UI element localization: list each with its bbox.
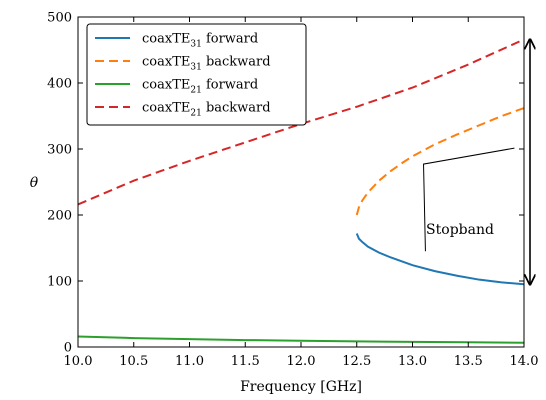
x-tick-label: 13.0 <box>398 354 427 369</box>
legend-label-suffix: forward <box>202 32 258 47</box>
y-axis-label: θ <box>30 175 39 191</box>
legend-label-main: coaxTE <box>142 78 190 93</box>
y-tick-label: 500 <box>47 11 72 26</box>
legend-label-suffix: forward <box>202 78 258 93</box>
x-tick-label: 11.5 <box>231 354 260 369</box>
legend-label-sub: 21 <box>190 86 201 96</box>
plot-area <box>77 38 525 344</box>
x-tick-label: 13.5 <box>454 354 483 369</box>
y-tick-label: 200 <box>47 209 72 224</box>
legend-label-1: coaxTE31 backward <box>142 55 271 73</box>
y-tick-label: 300 <box>47 143 72 158</box>
y-tick-label: 0 <box>64 341 72 356</box>
x-axis-label: Frequency [GHz] <box>240 379 362 395</box>
x-tick-label: 12.0 <box>287 354 316 369</box>
legend-box <box>86 23 307 126</box>
series-line-2 <box>77 335 525 344</box>
legend-label-sub: 31 <box>190 63 201 73</box>
legend-label-sub: 21 <box>190 109 201 119</box>
stopband-annotation: Stopband <box>423 39 530 284</box>
series-line-3 <box>77 38 525 206</box>
legend-label-main: coaxTE <box>142 32 190 47</box>
legend-label-sub: 31 <box>190 40 201 50</box>
y-tick-label: 100 <box>47 275 72 290</box>
series-line-0 <box>355 233 525 286</box>
x-tick-label: 12.5 <box>342 354 371 369</box>
y-tick-label: 400 <box>47 77 72 92</box>
x-tick-label: 14.0 <box>510 354 539 369</box>
legend-label-3: coaxTE21 backward <box>142 101 271 119</box>
legend-label-main: coaxTE <box>142 55 190 70</box>
stopband-leader-line <box>423 147 515 252</box>
stopband-label: Stopband <box>426 222 494 238</box>
legend-label-0: coaxTE31 forward <box>142 32 258 50</box>
legend-label-suffix: backward <box>202 101 271 116</box>
x-tick-label: 10.0 <box>64 354 93 369</box>
axis-ticks: 10.0 10.5 11.0 11.5 12.0 12.5 13.0 13.5 14.0 0 100… <box>47 11 538 370</box>
x-tick-label: 11.0 <box>175 354 204 369</box>
legend-label-suffix: backward <box>202 55 271 70</box>
legend-label-2: coaxTE21 forward <box>142 78 258 96</box>
series-line-1 <box>355 107 525 216</box>
x-tick-label: 10.5 <box>119 354 148 369</box>
legend-label-main: coaxTE <box>142 101 190 116</box>
